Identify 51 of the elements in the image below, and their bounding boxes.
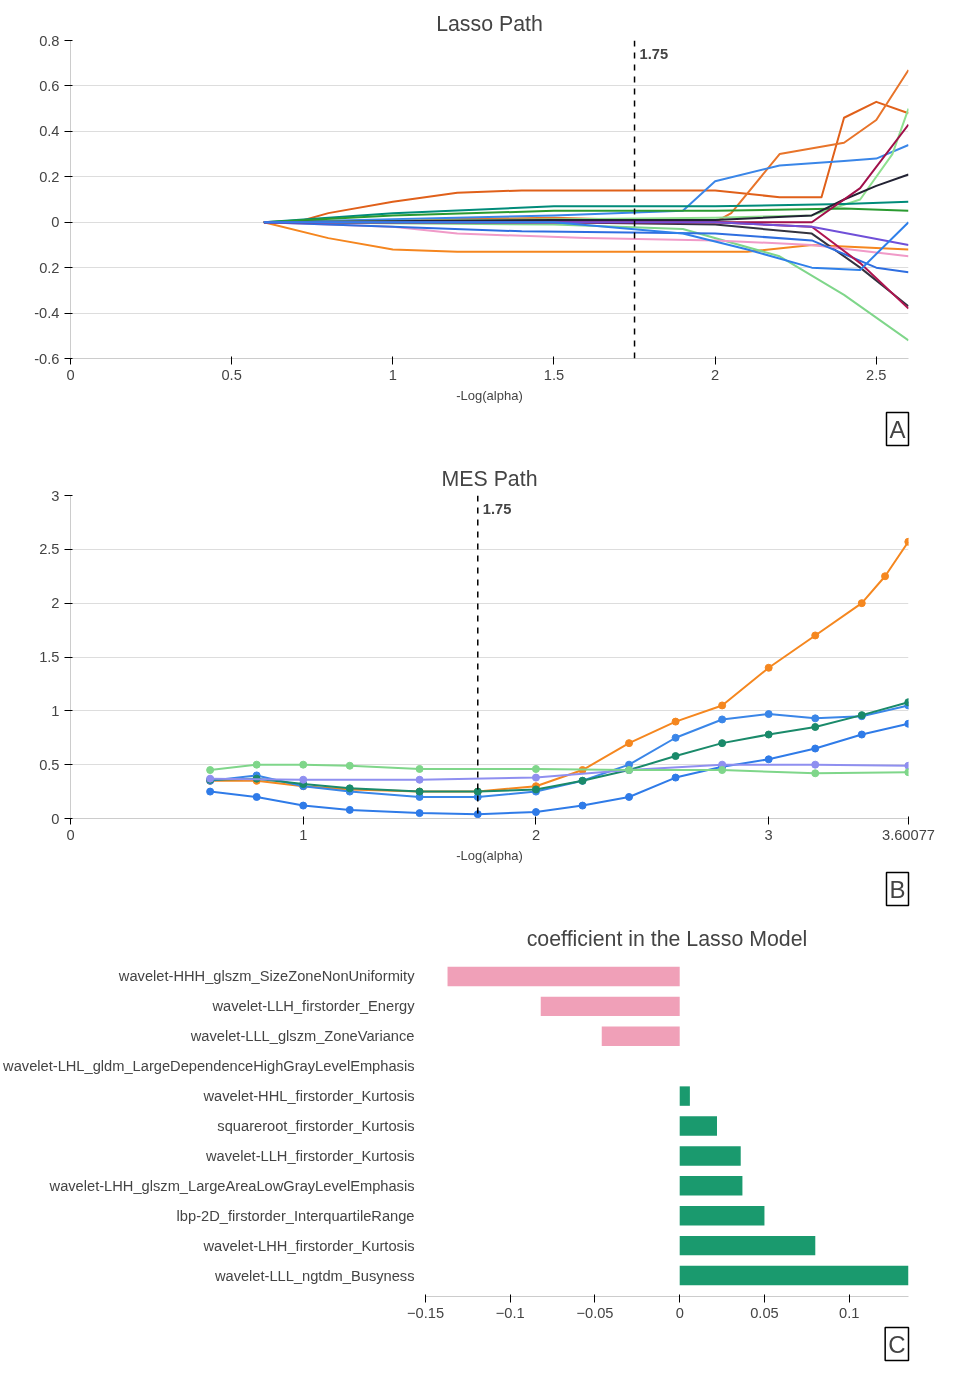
y-tick-label: 2.5 <box>39 541 60 558</box>
y-tick-label: 1.5 <box>39 649 60 665</box>
x-tick-label: 1.5 <box>543 366 565 383</box>
y-tick-label: wavelet-LLH_firstorder_Energy <box>211 998 416 1015</box>
y-tick-label: wavelet-HHH_glszm_SizeZoneNonUniformity <box>117 968 416 985</box>
x-tick-label: 0.05 <box>750 1304 779 1321</box>
x-tick-label: −0.15 <box>406 1304 445 1321</box>
chart-title: coefficient in the Lasso Model <box>526 926 808 951</box>
y-tick-label: lbp-2D_firstorder_InterquartileRange <box>176 1207 415 1224</box>
y-tick-label: squareroot_firstorder_Kurtosis <box>217 1118 415 1134</box>
x-tick-label: 0 <box>66 826 75 843</box>
y-tick-label: 0 <box>51 810 60 827</box>
y-tick-label: 0.4 <box>39 123 60 140</box>
x-tick-label: 1 <box>388 366 397 383</box>
y-tick-label: wavelet-LHH_firstorder_Kurtosis <box>202 1237 415 1254</box>
y-tick-label: 0.2 <box>39 259 60 276</box>
y-tick-label: wavelet-LHL_gldm_LargeDependenceHighGrayLevelEmphasis <box>2 1058 415 1075</box>
y-tick-label: wavelet-LLL_ngtdm_Busyness <box>213 1267 415 1284</box>
x-tick-label: −0.05 <box>576 1304 614 1321</box>
ref-line-label: 1.75 <box>482 500 512 517</box>
chart-title: Lasso Path <box>436 11 543 36</box>
y-tick-label: 0 <box>51 214 60 231</box>
y-tick-label: wavelet-LLL_glszm_ZoneVariance <box>189 1028 415 1045</box>
text: A <box>889 415 906 443</box>
x-tick-label: 2 <box>531 826 541 843</box>
x-tick-label: 0 <box>66 366 75 383</box>
text: C <box>888 1330 906 1358</box>
y-tick-label: 0.8 <box>39 32 60 49</box>
y-tick-label: 3 <box>51 487 60 504</box>
x-tick-label: 0.1 <box>839 1304 860 1321</box>
x-tick-label: 3.60077 <box>882 826 935 843</box>
y-tick-label: 2 <box>51 595 60 612</box>
x-tick-label: 2.5 <box>866 366 887 383</box>
x-tick-label: −0.1 <box>495 1304 525 1321</box>
text: B <box>889 875 906 903</box>
y-tick-label: 0.6 <box>39 77 60 94</box>
y-tick-label: 1 <box>51 702 60 719</box>
y-tick-label: 0.5 <box>39 756 60 773</box>
y-tick-label: wavelet-LLH_firstorder_Kurtosis <box>204 1147 415 1164</box>
y-tick-label: -0.4 <box>34 305 60 322</box>
x-axis-title: -Log(alpha) <box>456 847 523 863</box>
x-tick-label: 3 <box>764 826 773 843</box>
x-axis-title: -Log(alpha) <box>456 387 523 403</box>
ref-line-label: 1.75 <box>639 45 669 62</box>
x-tick-label: 0 <box>675 1304 684 1321</box>
y-tick-label: -0.6 <box>34 350 60 367</box>
chart-title: MES Path <box>441 466 538 491</box>
y-tick-label: 0.2 <box>39 168 60 185</box>
y-tick-label: wavelet-HHL_firstorder_Kurtosis <box>202 1088 415 1105</box>
x-tick-label: 2 <box>711 366 720 383</box>
y-tick-label: wavelet-LHH_glszm_LargeAreaLowGrayLevelEmphasis <box>48 1177 415 1194</box>
